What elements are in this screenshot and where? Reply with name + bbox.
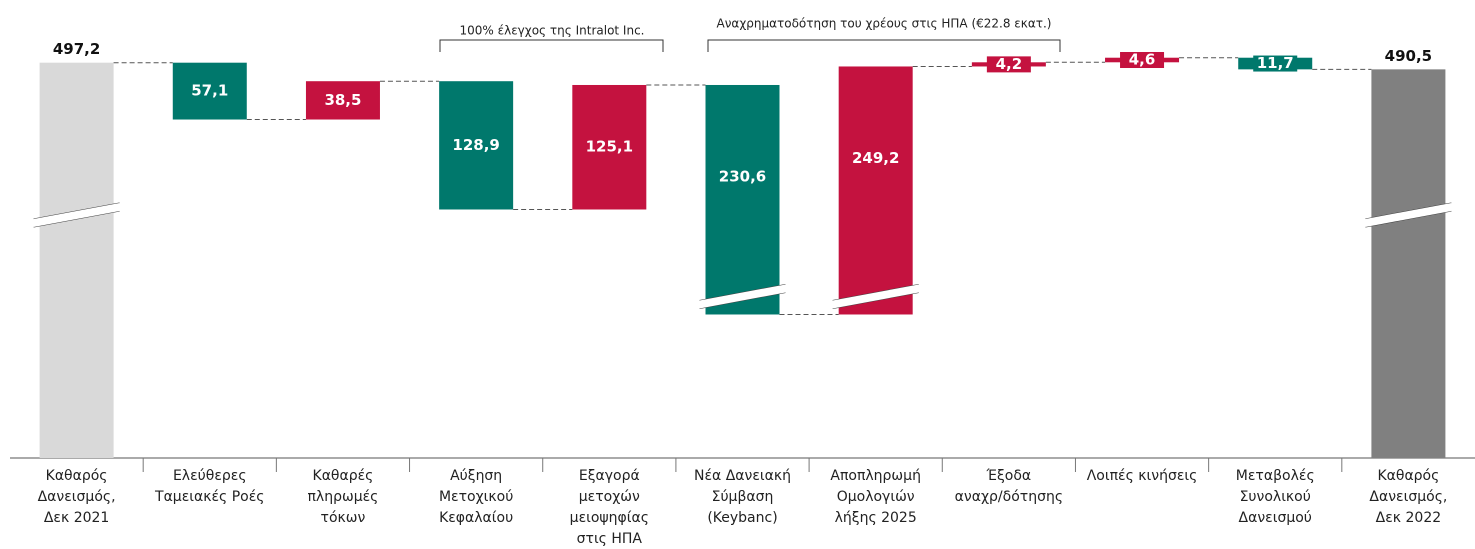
x-tick-label: Καθαρές [313, 468, 374, 484]
bar [838, 66, 913, 315]
x-tick-label: Αποπληρωμή [830, 468, 921, 484]
bar [39, 62, 114, 458]
x-tick-label: Δεκ 2022 [1376, 510, 1441, 526]
bar [439, 81, 514, 210]
x-tick-label: μετοχών [579, 489, 640, 505]
bar [172, 62, 247, 120]
value-label-box [1120, 52, 1165, 69]
axis-break-gap [832, 284, 919, 309]
axis-break-gap [1365, 203, 1452, 227]
x-tick-label: Ομολογιών [837, 489, 915, 505]
value-label: 230,6 [719, 167, 766, 185]
x-tick-label: Δανεισμός, [38, 489, 116, 505]
x-tick-label: αναχρ/δότησης [955, 489, 1063, 505]
value-label: 38,5 [324, 91, 361, 109]
bar [705, 84, 780, 315]
annotation: Αναχρηματοδότηση του χρέους στις ΗΠΑ (€2… [717, 17, 1052, 31]
bracket [439, 39, 664, 52]
x-tick-label: Ελεύθερες [173, 468, 247, 484]
x-tick-label: λήξης 2025 [835, 510, 917, 526]
value-label: 490,5 [1385, 47, 1432, 65]
bar [1371, 69, 1446, 458]
x-tick-label: μειοψηφίας [570, 510, 649, 526]
bar [572, 84, 647, 210]
x-tick-label: Καθαρός [1377, 468, 1439, 484]
x-tick-label: Έξοδα [986, 468, 1032, 484]
value-label: 4,2 [996, 55, 1023, 73]
x-tick-label: Εξαγορά [579, 468, 640, 484]
x-tick-label: Λοιπές κινήσεις [1087, 468, 1198, 484]
bar [305, 81, 380, 120]
x-tick-label: (Keybanc) [707, 510, 777, 526]
bracket [707, 39, 1061, 52]
value-label: 249,2 [852, 149, 899, 167]
value-label: 128,9 [452, 136, 499, 154]
axis-break-gap [699, 284, 786, 309]
x-tick-label: Ταμειακές Ροές [154, 489, 265, 505]
x-tick-label: στις ΗΠΑ [577, 531, 643, 547]
annotation: 100% έλεγχος της Intralot Inc. [459, 24, 644, 38]
value-label-box [1253, 55, 1298, 72]
x-tick-label: Κεφαλαίου [439, 510, 513, 526]
x-tick-label: τόκων [321, 510, 366, 526]
x-tick-label: πληρωμές [308, 489, 379, 505]
x-tick-label: Καθαρός [46, 468, 108, 484]
value-label: 4,6 [1129, 51, 1156, 69]
x-tick-label: Μεταβολές [1236, 468, 1315, 484]
x-tick-label: Σύμβαση [712, 489, 774, 505]
axis-break-gap [33, 203, 120, 227]
x-tick-label: Δανεισμός, [1369, 489, 1447, 505]
x-tick-label: Δανεισμού [1239, 510, 1312, 526]
value-label: 11,7 [1257, 54, 1294, 72]
value-label: 125,1 [586, 138, 633, 156]
x-tick-label: Αύξηση [450, 468, 502, 484]
value-label: 57,1 [191, 82, 228, 100]
value-label: 497,2 [53, 40, 100, 58]
x-tick-label: Μετοχικού [439, 489, 513, 505]
x-tick-label: Δεκ 2021 [44, 510, 109, 526]
value-label-box [986, 56, 1031, 73]
x-tick-label: Νέα Δανειακή [694, 468, 791, 484]
x-tick-label: Συνολικού [1240, 489, 1311, 505]
